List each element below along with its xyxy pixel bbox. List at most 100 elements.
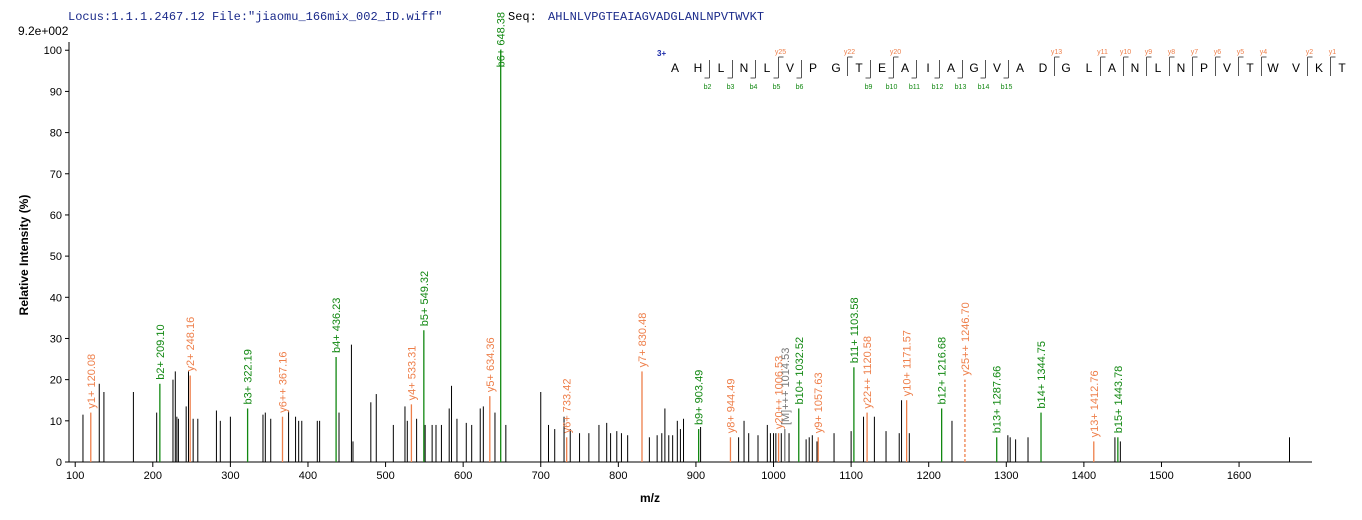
residue: I (926, 61, 929, 75)
x-tick-label: 1000 (761, 470, 785, 482)
b-ion-label: b12 (932, 84, 944, 91)
x-tick-label: 100 (66, 470, 84, 482)
b-ion-label: b4 (750, 84, 758, 91)
x-tick-label: 1500 (1149, 470, 1173, 482)
residue: V (1223, 61, 1231, 75)
x-tick-label: 1600 (1227, 470, 1251, 482)
y-ion-label: y1 (1329, 49, 1337, 56)
max-intensity: 9.2e+002 (18, 24, 69, 38)
y-tick-label: 10 (50, 416, 62, 428)
y-ion-label: y11 (1097, 49, 1108, 56)
y-ion-label: y9 (1145, 49, 1153, 56)
peak-label: b12+ 1216.68 (937, 337, 949, 405)
x-tick-label: 900 (687, 470, 705, 482)
y-ion-label: y10 (1120, 49, 1131, 56)
y-ion-label: y6 (1214, 49, 1222, 56)
b-ion-label: b13 (955, 84, 967, 91)
peak-label: b5+ 549.32 (419, 271, 431, 326)
y-tick-label: 90 (50, 86, 62, 98)
peak-label: b10+ 1032.52 (794, 337, 806, 405)
y-tick-label: 0 (56, 457, 62, 469)
b-ion-label: b9 (865, 84, 873, 91)
b-ion-label: b15 (1001, 84, 1013, 91)
b-ion-label: b6 (796, 84, 804, 91)
peak-label: y2+ 248.16 (185, 317, 197, 372)
peak-label: y7+ 830.48 (637, 313, 649, 368)
residue: T (1338, 61, 1346, 75)
residue: L (718, 61, 725, 75)
y-ion-label: y4 (1260, 49, 1268, 56)
b-ion-label: b10 (886, 84, 898, 91)
residue: A (901, 61, 909, 75)
residue: V (786, 61, 794, 75)
peak-label: y6+ 733.42 (562, 379, 574, 434)
x-tick-label: 1200 (916, 470, 940, 482)
b-ion-label: b3 (727, 84, 735, 91)
peak-label: y20++ 1006.53 (774, 356, 786, 429)
y-tick-label: 30 (50, 333, 62, 345)
peak-label: b13+ 1287.66 (992, 366, 1004, 434)
residue: N (740, 61, 749, 75)
residue: L (764, 61, 771, 75)
residue: A (1016, 61, 1024, 75)
residue: L (1155, 61, 1162, 75)
b-ion-label: b11 (909, 84, 920, 91)
y-tick-label: 70 (50, 169, 62, 181)
residue: H (694, 61, 703, 75)
peak-label: y10+ 1171.57 (902, 330, 914, 396)
charge-label: 3+ (657, 49, 666, 58)
y-ion-label: y2 (1306, 49, 1314, 56)
peak-label: b9+ 903.49 (694, 370, 706, 425)
y-axis-label: Relative Intensity (%) (17, 195, 31, 316)
b-ion-label: b2 (704, 84, 712, 91)
peak-label: y5+ 634.36 (485, 337, 497, 392)
x-tick-label: 200 (144, 470, 162, 482)
y-ion-label: y20 (890, 49, 901, 56)
peak-label: y13+ 1412.76 (1089, 370, 1101, 437)
y-tick-label: 20 (50, 375, 62, 387)
residue: V (1292, 61, 1300, 75)
header-locus: Locus:1.1.1.2467.12 File:"jiaomu_166mix_… (68, 10, 442, 24)
residue: K (1315, 61, 1323, 75)
residue: T (855, 61, 863, 75)
y-ion-label: y13 (1051, 49, 1062, 56)
x-tick-label: 800 (609, 470, 627, 482)
peak-label: b4+ 436.23 (331, 298, 343, 353)
residue: G (831, 61, 840, 75)
residue: A (1108, 61, 1116, 75)
peak-label: y4+ 533.31 (406, 346, 418, 401)
peak-label: b6+ 648.38 (496, 12, 508, 67)
x-tick-label: 1300 (994, 470, 1018, 482)
x-tick-label: 500 (376, 470, 394, 482)
residue: V (993, 61, 1001, 75)
residue: P (1200, 61, 1208, 75)
y-tick-label: 50 (50, 251, 62, 263)
y-ion-label: y8 (1168, 49, 1176, 56)
peak-label: y8+ 944.49 (725, 379, 737, 434)
y-tick-label: 60 (50, 210, 62, 222)
peak-label: y1+ 120.08 (86, 354, 98, 409)
peak-label: b2+ 209.10 (155, 324, 167, 379)
y-ion-label: y22 (844, 49, 855, 56)
peak-label: b11+ 1103.58 (849, 297, 861, 363)
peak-label: b3+ 322.19 (243, 349, 255, 404)
peak-label: b15+ 1443.78 (1113, 366, 1125, 434)
residue: G (1061, 61, 1070, 75)
residue: E (878, 61, 886, 75)
seq-label: Seq: (508, 10, 537, 24)
residue: G (969, 61, 978, 75)
y-tick-label: 40 (50, 292, 62, 304)
x-tick-label: 1100 (839, 470, 863, 482)
y-ion-label: y5 (1237, 49, 1245, 56)
residue: T (1246, 61, 1254, 75)
x-tick-label: 400 (299, 470, 317, 482)
y-ion-label: y25 (775, 49, 786, 56)
peak-label: y6++ 367.16 (277, 352, 289, 413)
x-axis-label: m/z (640, 491, 660, 505)
x-tick-label: 600 (454, 470, 472, 482)
b-ion-label: b14 (978, 84, 990, 91)
peak-label: y22++ 1120.58 (862, 336, 874, 409)
residue: A (947, 61, 955, 75)
y-tick-label: 100 (44, 45, 62, 57)
